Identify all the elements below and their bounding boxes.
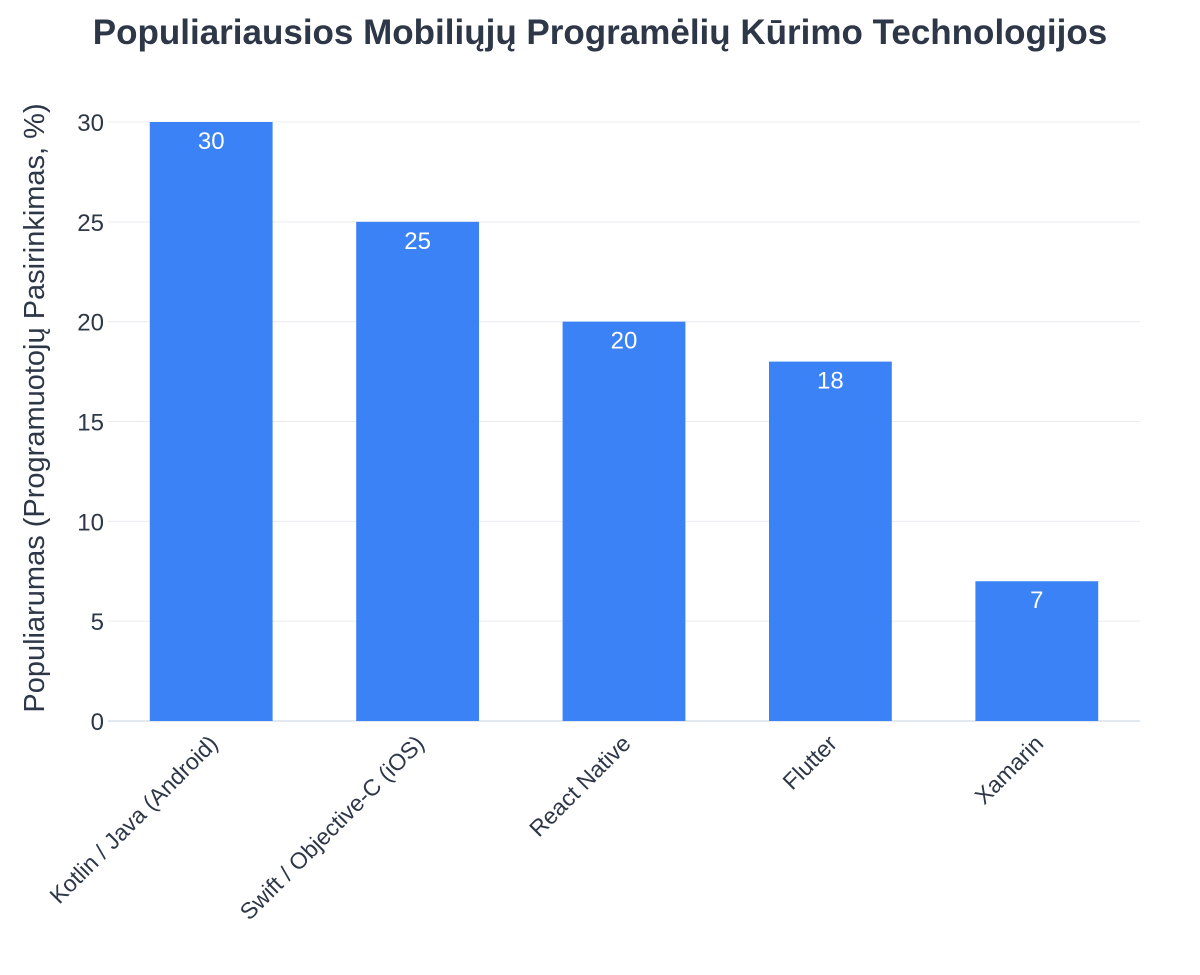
- x-tick-label: Xamarin: [969, 730, 1048, 809]
- bar: [562, 321, 686, 721]
- data-label: 20: [611, 328, 638, 355]
- data-label: 7: [1030, 587, 1043, 614]
- y-tick-label: 20: [77, 310, 104, 337]
- y-axis-label: Populiarumas (Programuotojų Pasirinkimas…: [19, 103, 51, 712]
- y-tick-label: 10: [77, 509, 104, 536]
- y-tick-label: 30: [77, 110, 104, 137]
- bar: [975, 581, 1099, 721]
- bars: [149, 122, 1099, 722]
- data-label: 18: [817, 368, 844, 395]
- y-tick-label: 5: [91, 609, 104, 636]
- bar: [768, 361, 892, 721]
- y-tick-label: 15: [77, 410, 104, 437]
- chart-title: Populiariausios Mobiliųjų Programėlių Kū…: [93, 13, 1107, 52]
- data-labels: 30 25 20 18 7: [198, 128, 1044, 614]
- y-tick-label: 0: [91, 709, 104, 736]
- bar: [149, 122, 273, 721]
- x-axis-ticks: Kotlin / Java (Android) Swift / Objective…: [44, 730, 1048, 925]
- x-tick-label: Flutter: [777, 730, 842, 795]
- x-tick-label: React Native: [524, 730, 635, 841]
- data-label: 30: [198, 128, 225, 155]
- bar: [356, 221, 480, 722]
- data-label: 25: [404, 228, 431, 255]
- x-tick-label: Kotlin / Java (Android): [44, 730, 222, 908]
- x-tick-label: Swift / Objective-C (iOS): [235, 730, 430, 925]
- y-tick-label: 25: [77, 210, 104, 237]
- y-axis-ticks: 0 5 10 15 20 25 30: [77, 110, 104, 736]
